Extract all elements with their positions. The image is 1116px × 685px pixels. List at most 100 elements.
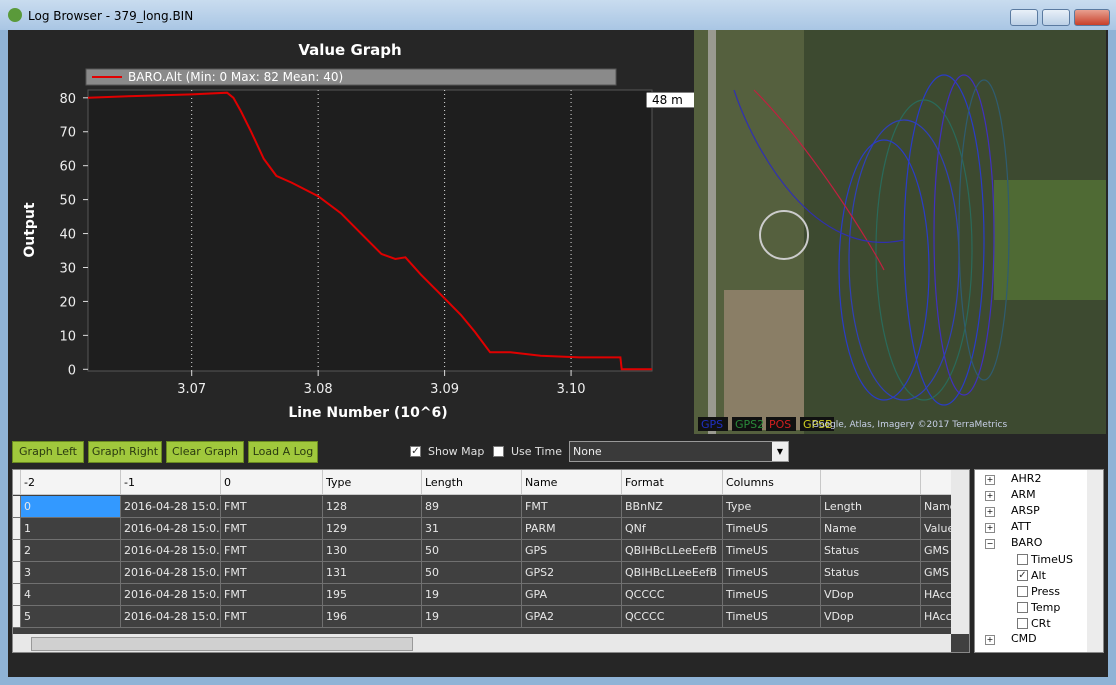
column-header[interactable]: Length [422, 470, 522, 495]
tree-node[interactable]: TimeUS [1031, 553, 1073, 566]
table-cell[interactable]: BBnNZ [622, 496, 723, 518]
table-cell[interactable]: 19 [422, 584, 522, 606]
column-header[interactable]: Name [522, 470, 622, 495]
show-map-label: Show Map [428, 445, 485, 458]
vertical-scrollbar[interactable] [951, 470, 969, 634]
tree-checkbox[interactable] [1017, 618, 1028, 629]
table-cell[interactable]: 2016-04-28 15:0... [121, 540, 221, 562]
table-cell[interactable]: TimeUS [723, 540, 821, 562]
dropdown[interactable]: None ▼ [569, 441, 789, 462]
table-cell[interactable]: TimeUS [723, 518, 821, 540]
column-header[interactable]: Columns [723, 470, 821, 495]
table-cell[interactable]: FMT [221, 540, 323, 562]
table-cell[interactable]: TimeUS [723, 606, 821, 628]
expander[interactable]: + [985, 507, 995, 517]
table-cell[interactable]: Status [821, 562, 921, 584]
table-cell[interactable]: PARM [522, 518, 622, 540]
table-cell[interactable]: 50 [422, 540, 522, 562]
table-cell[interactable]: FMT [221, 496, 323, 518]
table-cell[interactable]: FMT [522, 496, 622, 518]
close-button[interactable] [1074, 9, 1110, 26]
tree-node[interactable]: CRt [1031, 617, 1051, 630]
table-cell[interactable]: QBIHBcLLeeEefB [622, 540, 723, 562]
table-cell[interactable]: FMT [221, 518, 323, 540]
table-cell[interactable]: FMT [221, 584, 323, 606]
tree-node[interactable]: ARM [1011, 488, 1036, 501]
maximize-button[interactable] [1042, 9, 1070, 26]
tree-checkbox[interactable] [1017, 554, 1028, 565]
column-header[interactable]: Format [622, 470, 723, 495]
table-cell[interactable]: 2016-04-28 15:0... [121, 496, 221, 518]
table-cell[interactable]: Name [821, 518, 921, 540]
expander[interactable]: + [985, 475, 995, 485]
tree-checkbox[interactable] [1017, 586, 1028, 597]
table-cell[interactable]: 3 [21, 562, 121, 584]
table-cell[interactable]: 1 [21, 518, 121, 540]
table-cell[interactable]: 50 [422, 562, 522, 584]
tree-checkbox[interactable]: ✓ [1017, 570, 1028, 581]
table-cell[interactable]: GPS2 [522, 562, 622, 584]
table-cell[interactable]: QCCCC [622, 584, 723, 606]
table-cell[interactable]: TimeUS [723, 562, 821, 584]
table-cell[interactable]: VDop [821, 606, 921, 628]
table-cell[interactable]: 129 [323, 518, 422, 540]
tree-node[interactable]: Alt [1031, 569, 1046, 582]
expander[interactable]: + [985, 491, 995, 501]
table-cell[interactable]: 31 [422, 518, 522, 540]
column-header[interactable]: Type [323, 470, 422, 495]
table-cell[interactable]: 2 [21, 540, 121, 562]
table-cell[interactable]: QCCCC [622, 606, 723, 628]
toolbar-button[interactable]: Graph Left [12, 441, 84, 463]
toolbar-button[interactable]: Load A Log [248, 441, 318, 463]
expander[interactable]: + [985, 635, 995, 645]
tree-node[interactable]: CMD [1011, 632, 1037, 645]
table-cell[interactable]: 128 [323, 496, 422, 518]
table-cell[interactable]: FMT [221, 606, 323, 628]
use-time-checkbox[interactable] [493, 446, 504, 457]
show-map-checkbox[interactable]: ✓ [410, 446, 421, 457]
table-cell[interactable]: 2016-04-28 15:0... [121, 518, 221, 540]
table-cell[interactable]: 196 [323, 606, 422, 628]
table-cell[interactable]: 2016-04-28 15:0... [121, 606, 221, 628]
table-cell[interactable]: 19 [422, 606, 522, 628]
table-cell[interactable]: 131 [323, 562, 422, 584]
table-cell[interactable]: GPA2 [522, 606, 622, 628]
table-cell[interactable]: TimeUS [723, 584, 821, 606]
tree-node[interactable]: ARSP [1011, 504, 1040, 517]
tree-node[interactable]: BARO [1011, 536, 1043, 549]
column-header[interactable]: -1 [121, 470, 221, 495]
expander[interactable]: − [985, 539, 995, 549]
table-cell[interactable]: 130 [323, 540, 422, 562]
table-cell[interactable]: Type [723, 496, 821, 518]
tree-node[interactable]: ATT [1011, 520, 1031, 533]
table-cell[interactable]: QNf [622, 518, 723, 540]
table-cell[interactable]: Length [821, 496, 921, 518]
scroll-thumb[interactable] [31, 637, 413, 651]
tree-node[interactable]: Press [1031, 585, 1060, 598]
table-cell[interactable]: 0 [21, 496, 121, 518]
table-cell[interactable]: 195 [323, 584, 422, 606]
table-cell[interactable]: QBIHBcLLeeEefB [622, 562, 723, 584]
table-cell[interactable]: 89 [422, 496, 522, 518]
table-cell[interactable]: Status [821, 540, 921, 562]
table-cell[interactable]: 4 [21, 584, 121, 606]
toolbar-button[interactable]: Graph Right [88, 441, 162, 463]
tree-node[interactable]: Temp [1031, 601, 1061, 614]
tree-checkbox[interactable] [1017, 602, 1028, 613]
table-cell[interactable]: 2016-04-28 15:0... [121, 584, 221, 606]
toolbar-button[interactable]: Clear Graph [166, 441, 244, 463]
table-cell[interactable]: 2016-04-28 15:0... [121, 562, 221, 584]
column-header[interactable]: -2 [21, 470, 121, 495]
table-cell[interactable]: GPS [522, 540, 622, 562]
expander[interactable]: + [985, 523, 995, 533]
table-cell[interactable]: VDop [821, 584, 921, 606]
tree-scrollbar[interactable] [1087, 470, 1103, 652]
table-cell[interactable]: 5 [21, 606, 121, 628]
table-cell[interactable]: FMT [221, 562, 323, 584]
column-header[interactable]: 0 [221, 470, 323, 495]
column-header[interactable] [821, 470, 921, 495]
table-cell[interactable]: GPA [522, 584, 622, 606]
tree-node[interactable]: AHR2 [1011, 472, 1042, 485]
minimize-button[interactable] [1010, 9, 1038, 26]
